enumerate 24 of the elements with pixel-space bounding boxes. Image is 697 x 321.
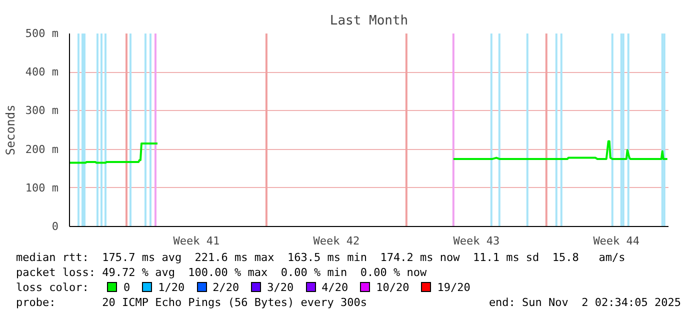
y-axis-title: Seconds bbox=[3, 104, 18, 156]
y-tick-label: 100 m bbox=[25, 181, 59, 194]
legend-label: 0 bbox=[123, 281, 130, 294]
y-tick-label: 500 m bbox=[25, 27, 59, 40]
text: end: Sun Nov 2 02:34:05 2025 bbox=[488, 295, 681, 310]
text: probe: 20 ICMP Echo Pings (56 Bytes) every 300s bbox=[16, 295, 367, 310]
legend-label: 1/20 bbox=[158, 281, 185, 294]
legend-label: 2/20 bbox=[212, 281, 240, 294]
legend-title: loss color: bbox=[16, 281, 89, 294]
x-tick-label: Week 42 bbox=[313, 234, 360, 248]
y-tick-label: 300 m bbox=[25, 104, 59, 118]
y-tick-label: 400 m bbox=[25, 66, 59, 79]
y-tick-label: 0 bbox=[52, 220, 58, 233]
chart-title: Last Month bbox=[330, 14, 408, 28]
x-tick-label: Week 43 bbox=[453, 234, 500, 248]
x-tick-label: Week 41 bbox=[173, 234, 220, 248]
text: median rtt: 175.7 ms avg 221.6 ms max 163.5 ms min 174.2 ms now 11.1 ms sd 15.8 am/s bbox=[16, 250, 626, 265]
legend-label: 4/20 bbox=[322, 281, 348, 294]
y-tick-label: 200 m bbox=[25, 142, 59, 156]
legend-label: 19/20 bbox=[437, 281, 470, 294]
x-tick-label: Week 44 bbox=[593, 234, 640, 248]
text: packet loss: 49.72 % avg 100.00 % max 0.00 % min 0.00 % now bbox=[16, 265, 428, 280]
legend-label: 3/20 bbox=[267, 281, 294, 294]
legend-label: 10/20 bbox=[376, 281, 410, 294]
